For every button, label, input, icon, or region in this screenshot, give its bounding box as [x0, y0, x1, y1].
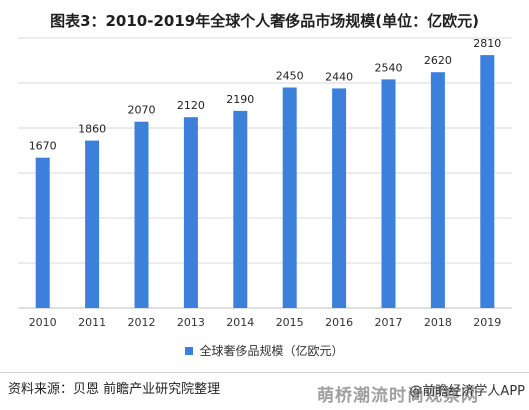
bar-2019 [480, 55, 495, 308]
data-label-2019: 2810 [473, 37, 501, 50]
source-note: 资料来源：贝恩 前瞻产业研究院整理 [8, 382, 221, 397]
bar-2012 [134, 121, 149, 308]
x-tick-label-2015: 2015 [276, 316, 304, 329]
bar-2013 [183, 117, 198, 308]
bar-2015 [282, 87, 297, 308]
footer-divider [0, 372, 529, 373]
legend-label: 全球奢侈品规模（亿欧元） [199, 344, 344, 358]
x-axis-tick-labels: 2010 2011 2012 2013 2014 2015 2016 2017 2018 2019 [29, 316, 502, 329]
x-tick-label-2018: 2018 [424, 316, 452, 329]
bar-2016 [332, 88, 347, 309]
data-label-2018: 2620 [424, 54, 452, 67]
x-tick-label-2010: 2010 [29, 316, 57, 329]
value-labels: 1670 1860 2070 2120 2190 2450 2440 2540 2620 2810 [29, 37, 502, 153]
bar-2018 [430, 72, 445, 308]
x-tick-label-2012: 2012 [128, 316, 156, 329]
data-label-2013: 2120 [177, 99, 205, 112]
bars [35, 55, 495, 309]
x-tick-label-2016: 2016 [325, 316, 353, 329]
data-label-2014: 2190 [226, 93, 254, 106]
x-tick-label-2013: 2013 [177, 316, 205, 329]
bar-2011 [85, 140, 100, 308]
watermark-text: 萌桥潮流时尚观察网 [317, 386, 479, 406]
bar-chart: 1670 1860 2070 2120 2190 2450 2440 2540 2620 2810… [18, 37, 512, 329]
app-credit: @前瞻经济学人APP [409, 384, 525, 399]
x-tick-label-2017: 2017 [375, 316, 403, 329]
data-label-2010: 1670 [29, 140, 57, 153]
legend: 全球奢侈品规模（亿欧元） [0, 342, 529, 359]
grid-lines [18, 37, 512, 309]
data-label-2017: 2540 [375, 61, 403, 74]
x-tick-label-2014: 2014 [226, 316, 254, 329]
bar-2010 [35, 157, 50, 308]
x-tick-label-2011: 2011 [78, 316, 106, 329]
bar-2017 [381, 79, 396, 309]
data-label-2011: 1860 [78, 123, 106, 136]
data-label-2012: 2070 [128, 104, 156, 117]
data-label-2015: 2450 [276, 70, 304, 83]
data-label-2016: 2440 [325, 70, 353, 83]
x-tick-label-2019: 2019 [473, 316, 501, 329]
chart-title: 图表3：2010-2019年全球个人奢侈品市场规模(单位：亿欧元) [50, 12, 479, 30]
legend-swatch [185, 346, 194, 355]
bar-2014 [233, 110, 248, 309]
